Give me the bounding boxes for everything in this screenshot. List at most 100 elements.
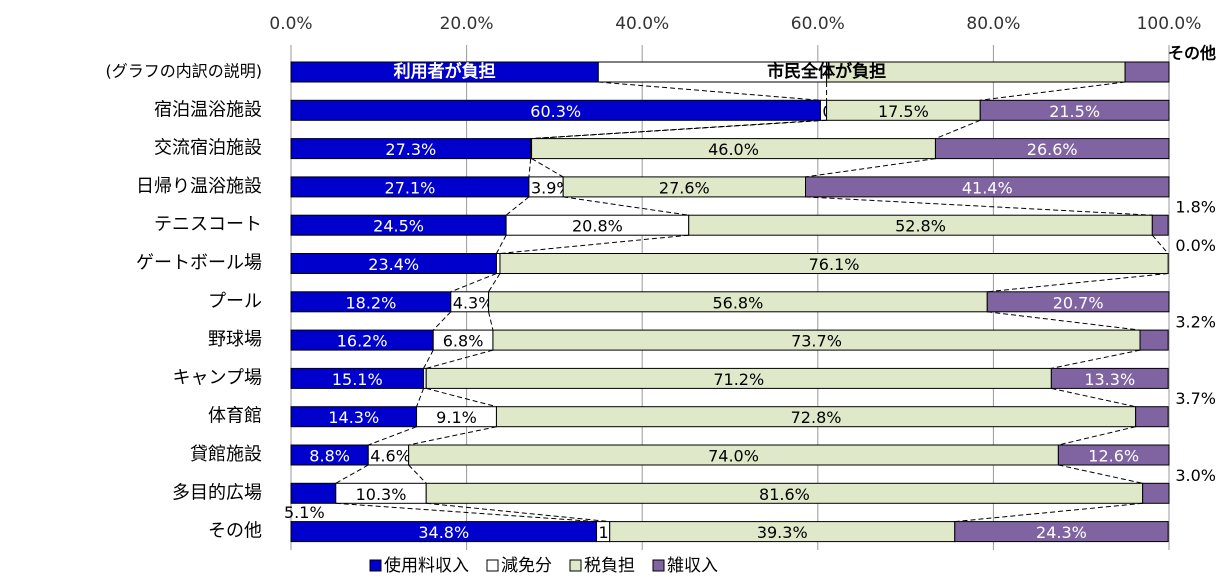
connector-line	[987, 273, 1169, 293]
bar-segment	[805, 176, 1170, 198]
value-label: 34.8%	[418, 523, 469, 542]
value-label: 1.8%	[1175, 198, 1216, 217]
connector-line	[531, 119, 827, 140]
value-label: 12.6%	[1088, 447, 1139, 466]
connector-line	[408, 426, 497, 446]
bar-segment	[1142, 482, 1170, 504]
connector-line	[432, 311, 452, 331]
x-tick-label: 0.0%	[269, 14, 312, 34]
value-label: 0.0%	[1175, 236, 1216, 255]
value-label: 56.8%	[712, 293, 763, 312]
bar-segment	[1135, 406, 1169, 428]
legend-label: 雑収入	[667, 556, 718, 576]
value-label: 81.6%	[759, 485, 810, 504]
value-label: 52.8%	[895, 217, 946, 236]
connector-line	[1051, 387, 1136, 408]
value-label: 8.8%	[309, 447, 350, 466]
bar-segment	[1151, 214, 1169, 236]
connector-line	[1051, 349, 1141, 369]
connector-line	[423, 349, 434, 369]
category-label: 多目的広場	[172, 482, 262, 503]
value-label: 27.1%	[385, 178, 436, 197]
value-label: 13.3%	[1084, 370, 1135, 389]
connector-line	[450, 273, 497, 293]
value-label: 73.7%	[791, 332, 842, 351]
value-label: 74.0%	[708, 447, 759, 466]
x-tick-label: 20.0%	[440, 14, 494, 34]
value-label: 20.8%	[572, 217, 623, 236]
category-label: プール	[208, 291, 262, 312]
value-label: 20.7%	[1053, 293, 1104, 312]
connector-line	[598, 81, 821, 101]
value-label: 72.8%	[791, 408, 842, 427]
value-label: 3.0%	[1175, 466, 1216, 485]
value-label: 21.5%	[1049, 102, 1100, 121]
connector-line	[408, 464, 427, 484]
value-label: 4.3%	[453, 293, 494, 312]
connector-line	[426, 349, 494, 369]
category-label: 日帰り温浴施設	[136, 176, 262, 197]
category-label: テニスコート	[154, 214, 262, 235]
bar-segment	[954, 521, 1169, 543]
x-tick-label: 100.0%	[1137, 14, 1202, 34]
connector-line	[368, 426, 417, 446]
value-label: 3.7%	[1175, 389, 1216, 408]
connector-line	[531, 158, 564, 178]
value-label: 24.3%	[1036, 523, 1087, 542]
value-label: 26.6%	[1027, 140, 1078, 159]
connector-line	[488, 311, 494, 331]
value-label: 6.8%	[443, 332, 484, 351]
connector-line	[496, 234, 507, 254]
bar-segment	[290, 482, 337, 504]
connector-line	[335, 464, 369, 484]
connector-line	[1151, 234, 1169, 254]
value-label: 5.1%	[284, 503, 325, 522]
category-label: 交流宿泊施設	[154, 138, 262, 159]
category-label: 野球場	[208, 329, 262, 350]
connector-line	[563, 196, 689, 216]
x-tick-label: 40.0%	[615, 14, 669, 34]
category-label: 貸館施設	[190, 444, 262, 465]
connector-line	[426, 387, 497, 408]
category-label: その他	[208, 521, 262, 542]
value-label: 18.2%	[345, 293, 396, 312]
value-label: 3.9%	[531, 178, 572, 197]
bar-segment	[986, 291, 1170, 313]
value-label: 15.1%	[332, 370, 383, 389]
connector-line	[980, 81, 1126, 101]
bar-segment	[499, 253, 1169, 274]
value-label: 24.5%	[373, 217, 424, 236]
legend-label: 使用料収入	[384, 555, 469, 576]
category-label: 体育館	[208, 406, 262, 427]
value-label: 9.1%	[436, 408, 477, 427]
value-label: 10.3%	[356, 485, 407, 504]
connector-line	[528, 158, 532, 177]
legend-swatch	[486, 559, 499, 572]
connector-line	[416, 388, 425, 407]
value-label: 41.4%	[962, 178, 1013, 197]
value-label: 39.3%	[757, 523, 808, 542]
legend-label: 税負担	[584, 556, 635, 576]
x-tick-label: 80.0%	[966, 14, 1020, 34]
connector-line	[935, 119, 981, 140]
connector-line	[488, 273, 501, 293]
note: その他	[1168, 44, 1216, 63]
value-label: 27.6%	[659, 178, 710, 197]
legend-label: 減免分	[501, 556, 552, 576]
category-label: キャンプ場	[173, 367, 262, 388]
value-label: 3.2%	[1175, 313, 1216, 332]
connector-line	[426, 502, 610, 523]
connector-line	[987, 311, 1141, 331]
legend-swatch	[569, 559, 582, 572]
value-label: 16.2%	[337, 332, 388, 351]
value-label: 4.6%	[370, 447, 411, 466]
bar-segment	[934, 138, 1170, 160]
category-label: (グラフの内訳の説明)	[106, 62, 263, 81]
value-label: 27.3%	[385, 140, 436, 159]
value-label: 76.1%	[809, 255, 860, 274]
connector-line	[954, 502, 1143, 523]
value-label: 23.4%	[368, 255, 419, 274]
value-label: 14.3%	[328, 408, 379, 427]
x-tick-label: 60.0%	[791, 14, 845, 34]
